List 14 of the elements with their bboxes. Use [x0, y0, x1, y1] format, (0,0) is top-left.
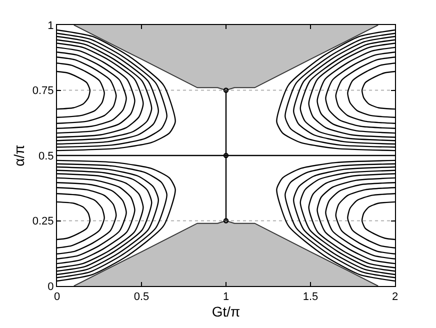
y-tick-label: 0	[48, 280, 54, 293]
y-tick-label: 0.5	[38, 150, 54, 162]
y-tick-label: 1	[48, 20, 54, 32]
x-tick-label: 2	[392, 291, 398, 304]
x-tick-label: 0.5	[134, 291, 150, 304]
point	[223, 152, 229, 158]
x-tick-label: 1	[222, 291, 230, 304]
x-tick-label: 1.5	[302, 291, 318, 304]
y-tick-label: 0.75	[32, 85, 54, 98]
y-tick-label: 0.25	[32, 216, 54, 228]
y-axis-title: α/π	[10, 144, 27, 166]
point	[223, 88, 229, 93]
x-axis-title: Gt/π	[212, 304, 241, 320]
point	[223, 218, 229, 224]
